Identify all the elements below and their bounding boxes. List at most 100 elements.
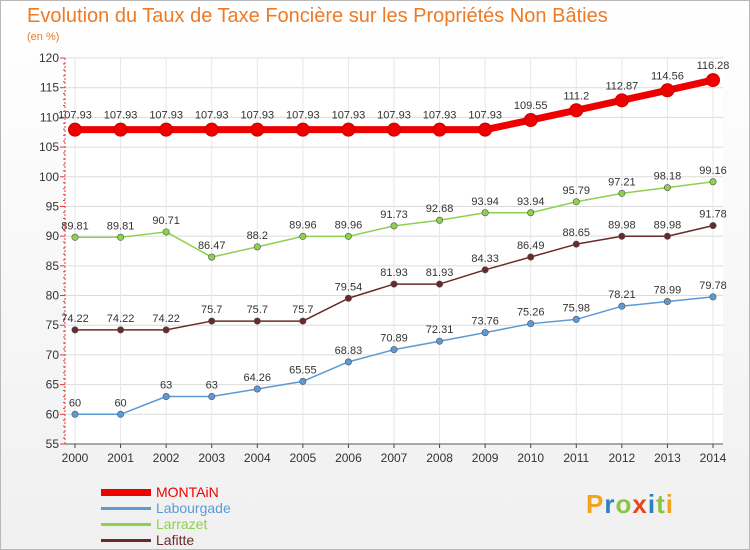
data-label: 75.98 [563, 302, 591, 314]
data-label: 73.76 [471, 316, 499, 328]
data-point [432, 122, 447, 137]
data-point [253, 385, 261, 393]
data-point [250, 122, 265, 137]
data-label: 107.93 [332, 110, 366, 122]
chart-title: Evolution du Taux de Taxe Foncière sur l… [27, 5, 608, 27]
data-label: 91.78 [699, 209, 727, 221]
data-point [295, 122, 310, 137]
data-label: 64.26 [244, 372, 272, 384]
data-point [253, 243, 261, 251]
y-tick-label: 105 [39, 140, 59, 154]
data-point [481, 329, 489, 337]
data-point [523, 113, 538, 128]
x-tick-label: 2013 [654, 451, 681, 465]
y-tick-label: 85 [46, 259, 60, 273]
data-point [478, 122, 493, 137]
data-label: 109.55 [514, 100, 548, 112]
data-point [618, 302, 626, 310]
data-point [436, 280, 444, 288]
data-label: 74.22 [61, 313, 89, 325]
x-tick-label: 2003 [198, 451, 225, 465]
x-tick-label: 2008 [426, 451, 453, 465]
x-tick-label: 2002 [153, 451, 180, 465]
axes: 55 60 65 70 75 80 85 90 95 100 105 110 115 120 2000 200… [39, 51, 727, 465]
logo-letter: t [656, 489, 666, 519]
data-label: 81.93 [380, 267, 408, 279]
x-tick-label: 2012 [609, 451, 636, 465]
data-label: 111.2 [563, 90, 589, 102]
data-point [572, 198, 580, 206]
logo-letter: o [615, 489, 633, 519]
data-label: 89.81 [61, 220, 89, 232]
logo-letter: x [632, 489, 648, 519]
series-montain: 107.93 107.93 107.93 107.93 107.93 107.93 107.… [58, 60, 729, 137]
data-point [614, 93, 629, 108]
legend-label: Larrazet [156, 516, 208, 532]
series: 107.93 107.93 107.93 107.93 107.93 107.93 107.… [58, 60, 729, 418]
data-point [527, 253, 535, 261]
legend-swatch [101, 489, 151, 496]
data-label: 72.31 [426, 324, 454, 336]
y-tick-label: 95 [46, 199, 60, 213]
data-point [162, 392, 170, 400]
data-point [71, 233, 79, 241]
data-point [660, 83, 675, 98]
data-label: 60 [69, 397, 81, 409]
data-label: 89.98 [608, 219, 636, 231]
data-point [663, 298, 671, 306]
y-tick-label: 75 [46, 318, 60, 332]
logo-letter: i [647, 489, 657, 519]
data-label: 92.68 [426, 203, 454, 215]
data-point [527, 320, 535, 328]
data-label: 90.71 [152, 215, 180, 227]
data-point [253, 317, 261, 325]
logo-letter: P [586, 489, 605, 519]
legend-swatch [101, 539, 151, 542]
data-point [436, 216, 444, 224]
data-point [71, 326, 79, 334]
data-point [117, 233, 125, 241]
data-label: 107.93 [104, 110, 138, 122]
data-label: 74.22 [152, 313, 180, 325]
x-tick-label: 2006 [335, 451, 362, 465]
chart-subtitle: (en %) [27, 31, 60, 43]
x-tick-label: 2010 [517, 451, 544, 465]
data-label: 107.93 [240, 110, 274, 122]
data-point [159, 122, 174, 137]
data-label: 107.93 [149, 110, 183, 122]
data-label: 107.93 [377, 110, 411, 122]
data-label: 75.7 [292, 304, 313, 316]
data-point [344, 358, 352, 366]
data-label: 114.56 [651, 70, 684, 82]
data-point [706, 73, 720, 88]
legend-label: Labourgade [156, 500, 231, 516]
data-label: 107.93 [195, 110, 229, 122]
data-label: 63 [206, 379, 218, 391]
y-tick-label: 65 [46, 378, 60, 392]
legend-label: MONTAiN [156, 484, 219, 500]
y-tick-label: 60 [46, 407, 60, 421]
data-point [113, 122, 128, 137]
legend-label: Lafitte [156, 532, 195, 548]
data-label: 107.93 [58, 110, 92, 122]
data-label: 107.93 [423, 110, 457, 122]
data-label: 88.65 [563, 227, 591, 239]
data-label: 86.47 [198, 240, 226, 252]
data-point [390, 280, 398, 288]
y-tick-label: 90 [46, 229, 60, 243]
x-tick-label: 2000 [62, 451, 89, 465]
logo-letter: i [665, 489, 674, 519]
data-point [344, 232, 352, 240]
data-label: 107.93 [286, 110, 320, 122]
data-label: 75.7 [247, 304, 268, 316]
data-point [618, 189, 626, 197]
data-point [208, 392, 216, 400]
y-tick-label: 55 [46, 437, 60, 451]
data-label: 89.98 [654, 219, 682, 231]
data-point [71, 410, 79, 418]
data-label: 93.94 [471, 196, 499, 208]
data-point [436, 337, 444, 345]
x-tick-label: 2004 [244, 451, 271, 465]
proxiti-logo: Proxiti [586, 489, 674, 520]
